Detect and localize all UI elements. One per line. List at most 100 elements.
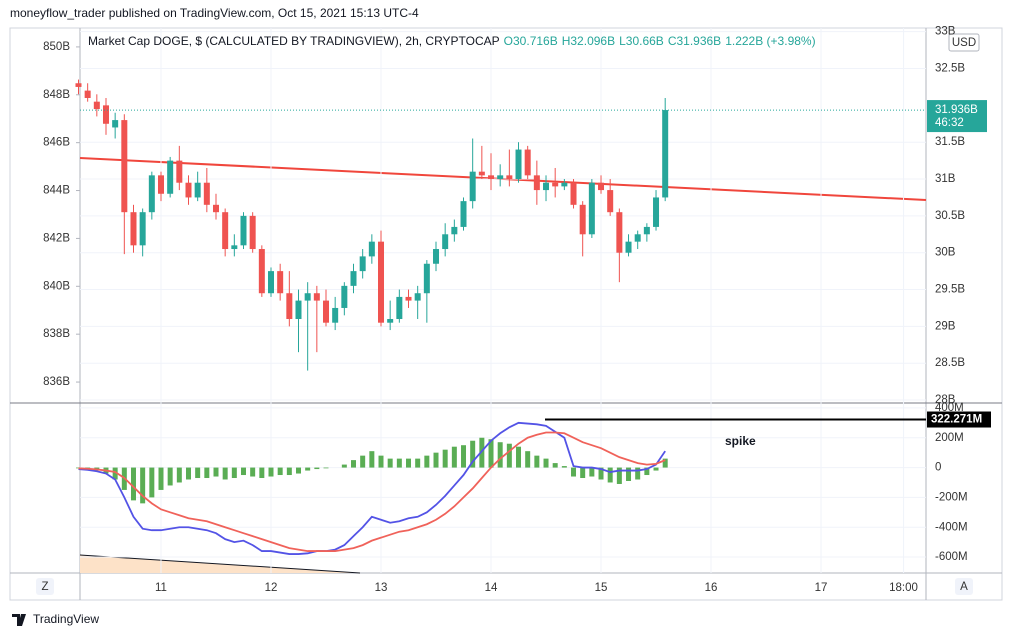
frame [9, 27, 1003, 601]
histogram-bar [451, 446, 457, 468]
histogram-bar [213, 467, 219, 477]
logo [12, 614, 26, 626]
price-box [927, 100, 987, 133]
histogram-bar [369, 451, 375, 468]
macd-tick-label: -400M [935, 521, 968, 533]
histogram-bar [268, 467, 274, 477]
candle-body [102, 105, 109, 124]
histogram-bar [341, 464, 347, 468]
candle-body [176, 160, 183, 183]
candle-body [588, 182, 595, 235]
button[interactable] [955, 578, 973, 595]
histogram-bar [296, 467, 302, 474]
histogram-bar [424, 455, 430, 468]
candle-body [194, 182, 201, 198]
macd-tick-label: 400M [935, 402, 964, 414]
x-tick-label: 17 [815, 582, 828, 594]
candle-body [662, 110, 669, 198]
histogram-bar [323, 467, 329, 469]
histogram-bar [112, 467, 118, 480]
y2-tick-label: 846B [43, 137, 70, 149]
candle-body [543, 182, 550, 191]
candle-body [423, 263, 430, 294]
level-label: 322.271M [931, 414, 982, 426]
candle-body [378, 241, 385, 323]
y-tick-label: 28.5B [935, 357, 965, 369]
candle-body [350, 271, 357, 286]
candle-body [167, 160, 174, 194]
candle-body [313, 293, 320, 301]
candle-body [625, 241, 632, 253]
histogram-bar [396, 458, 402, 468]
histogram-bar [552, 463, 558, 468]
histogram-bar [387, 458, 393, 468]
candle-body [286, 293, 293, 320]
candle-body [579, 204, 586, 235]
candle-body [323, 300, 330, 323]
button-label[interactable]: A [960, 581, 968, 593]
histogram-bar [305, 467, 311, 471]
histogram-bar [561, 466, 567, 468]
legend-value: L30.66B [619, 34, 664, 48]
histogram-bar [479, 437, 485, 468]
candle-body [469, 171, 476, 202]
candle-body [304, 293, 311, 301]
candle-body [112, 120, 119, 128]
candle-body [524, 149, 531, 176]
button-label[interactable]: Z [41, 581, 48, 593]
histogram-bar [231, 467, 237, 479]
x-tick-label: 15 [595, 582, 608, 594]
histogram-bar [580, 467, 586, 479]
histogram-bar [516, 446, 522, 468]
candle-body [249, 215, 256, 250]
footer: TradingView [33, 612, 99, 626]
plot [75, 28, 926, 573]
y-tick-label: 32.5B [935, 63, 965, 75]
histogram-bar [140, 467, 146, 504]
y2-tick-label: 842B [43, 232, 70, 244]
candle-body [570, 182, 577, 205]
y-tick-label: 29B [935, 320, 956, 332]
macd-tick-label: 200M [935, 432, 964, 444]
candle-body [157, 175, 164, 194]
candle-body [258, 249, 265, 294]
candle-body [75, 83, 82, 87]
candle-body [616, 212, 623, 253]
histogram-bar [176, 467, 182, 483]
histogram-bar [415, 458, 421, 468]
x-tick-label: 13 [375, 582, 388, 594]
y-tick-label: 30.5B [935, 210, 965, 222]
x-tick-label: 16 [705, 582, 718, 594]
histogram-bar [442, 449, 448, 468]
header: moneyflow_trader published on TradingVie… [10, 6, 419, 20]
candle-body [139, 212, 146, 246]
histogram-bar [240, 467, 246, 476]
candle-body [93, 101, 100, 110]
histogram-bar [185, 467, 191, 480]
candle-body [653, 197, 660, 227]
histogram-bar [130, 467, 136, 501]
y2-tick-label: 838B [43, 328, 70, 340]
legend-value: H32.096B [562, 34, 615, 48]
currency-box [948, 33, 980, 52]
price-label: 31.936B [935, 104, 978, 116]
y-tick-label: 33B [935, 26, 956, 38]
y2-tick-label: 840B [43, 280, 70, 292]
histogram-bar [598, 467, 604, 480]
macd-tick-label: -200M [935, 491, 968, 503]
x-tick-label: 11 [155, 582, 167, 594]
macd-tick-label: -600M [935, 551, 968, 563]
histogram-bar [433, 452, 439, 468]
histogram-bar [167, 467, 173, 486]
candle-body [121, 120, 128, 213]
candle-body [607, 190, 614, 213]
histogram-bar [571, 467, 577, 477]
y-tick-label: 31B [935, 173, 956, 185]
histogram-bar [616, 467, 622, 484]
legend-value: C31.936B [668, 34, 721, 48]
candle-body [148, 175, 155, 213]
histogram-bar [662, 458, 668, 468]
button[interactable] [36, 578, 54, 595]
histogram-bar [607, 467, 613, 483]
